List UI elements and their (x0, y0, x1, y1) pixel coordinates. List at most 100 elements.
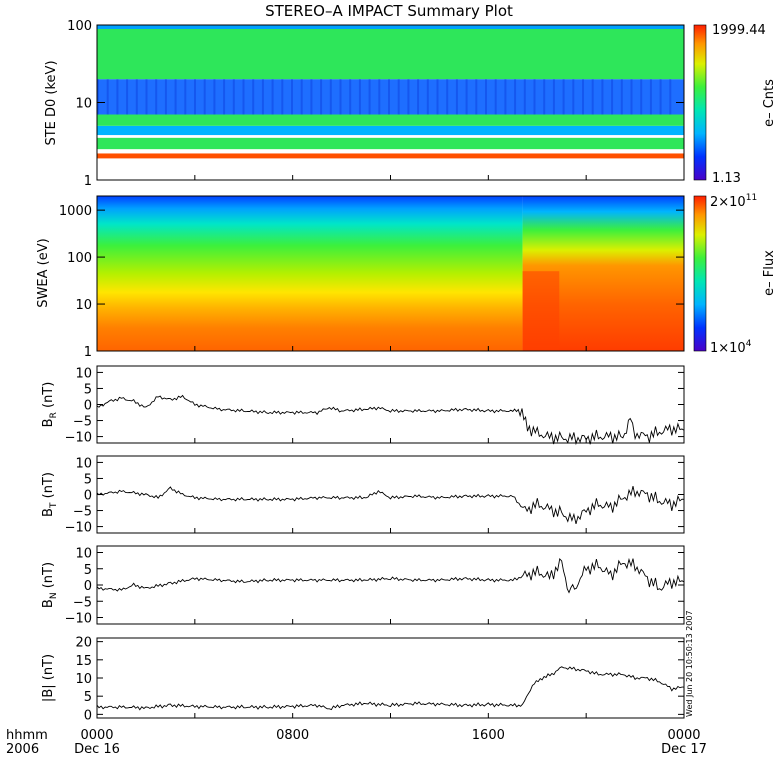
ste-texture (310, 79, 313, 115)
bn-tick-label: 0 (84, 579, 92, 594)
br-series (96, 394, 685, 446)
ste-texture (213, 79, 216, 115)
ste-texture (562, 79, 565, 115)
ste-texture (223, 79, 226, 115)
ste-texture (378, 79, 381, 115)
ste-texture (194, 79, 196, 115)
bt-tick-label: 5 (84, 472, 92, 487)
ste-band (97, 25, 684, 80)
ste-texture (494, 79, 497, 115)
ste-band (97, 125, 684, 136)
ste-tick-label: 100 (67, 19, 92, 34)
bmag-ylabel: |B| (nT) (41, 654, 56, 702)
ste-texture (232, 79, 235, 115)
ste-texture (281, 79, 284, 115)
bt-frame (96, 455, 685, 534)
ste-texture (514, 79, 517, 115)
time-tick-date: Dec 17 (661, 742, 707, 757)
swea-heatmap (97, 196, 684, 351)
ste-heatmap (97, 25, 684, 159)
bt-series (96, 486, 685, 525)
ste-texture (504, 79, 507, 115)
ste-texture (407, 79, 410, 115)
ste-texture (397, 79, 400, 115)
ste-texture (291, 79, 293, 115)
ste-texture (485, 79, 487, 115)
ste-texture (426, 79, 429, 115)
ste-panel: 1 10 100 STE D0 (keV) 1999.44 1.13 e– Cnts (44, 19, 777, 189)
timestamp: Wed Jun 20 10:50:13 2007 (685, 610, 694, 717)
swea-colorbar (693, 195, 707, 352)
ste-texture (368, 79, 371, 115)
bt-ylabel: BT (nT) (41, 472, 59, 517)
swea-tick-label: 1000 (59, 204, 92, 219)
time-tick-label: 1600 (472, 728, 505, 743)
bmag-tick-label: 5 (84, 690, 92, 705)
ste-texture (582, 79, 584, 115)
ste-texture (455, 79, 458, 115)
ste-texture (659, 79, 662, 115)
ste-texture (184, 79, 187, 115)
bmag-tick-label: 15 (75, 654, 92, 669)
ste-texture (203, 79, 206, 115)
ste-texture (591, 79, 594, 115)
ste-texture (436, 79, 439, 115)
ste-texture (669, 79, 672, 115)
ste-texture (630, 79, 633, 115)
swea-y-ticks: 1 10 100 1000 (59, 204, 685, 360)
swea-colorbar-max: 2×1011 (710, 193, 757, 210)
bn-series (96, 557, 685, 594)
swea-panel: 1 10 100 1000 SWEA (eV) 2×1011 1×104 e– Flu… (36, 193, 777, 360)
ste-texture (552, 79, 555, 115)
ste-ylabel: STE D0 (keV) (44, 60, 59, 145)
ste-texture (543, 79, 546, 115)
ste-texture (320, 79, 323, 115)
ste-texture (97, 79, 99, 115)
bmag-panel: 20 15 10 5 0 |B| (nT) (41, 636, 685, 723)
br-tick-label: 0 (84, 399, 92, 414)
ste-texture (106, 79, 109, 115)
ste-texture (388, 79, 390, 115)
ste-texture (640, 79, 643, 115)
bn-tick-label: 5 (84, 563, 92, 578)
swea-burst (522, 271, 560, 351)
ste-colorbar-max: 1999.44 (712, 23, 766, 38)
ste-texture (358, 79, 361, 115)
ste-texture (349, 79, 352, 115)
swea-tick-label: 1 (84, 345, 92, 360)
ste-texture (620, 79, 623, 115)
ste-texture (417, 79, 420, 115)
bmag-tick-label: 0 (84, 708, 92, 723)
ste-texture (252, 79, 255, 115)
ste-y-ticks: 1 10 100 (67, 19, 685, 189)
time-tick-label: 0800 (276, 728, 309, 743)
ste-top-edge (97, 25, 684, 29)
bt-tick-label: 0 (84, 489, 92, 504)
swea-region-before (97, 196, 523, 351)
bmag-tick-label: 20 (75, 636, 92, 651)
bt-tick-label: −10 (65, 521, 92, 536)
time-tick-label: 0000 (80, 728, 113, 743)
ste-band (97, 153, 684, 159)
br-tick-label: 10 (75, 366, 92, 381)
ste-texture (174, 79, 177, 115)
ste-texture (116, 79, 119, 115)
ste-colorbar-label: e– Cnts (762, 79, 777, 127)
bn-frame (96, 545, 685, 625)
ste-texture (300, 79, 303, 115)
ste-band (97, 137, 684, 150)
ste-texture (126, 79, 129, 115)
bt-tick-label: −5 (73, 505, 92, 520)
ste-colorbar (693, 24, 707, 181)
swea-ylabel: SWEA (eV) (36, 238, 51, 307)
ste-tick-label: 10 (75, 97, 92, 112)
bn-tick-label: 10 (75, 547, 92, 562)
ste-texture (649, 79, 652, 115)
ste-texture (145, 79, 148, 115)
ste-texture (242, 79, 245, 115)
ste-band (97, 114, 684, 126)
ste-texture (611, 79, 614, 115)
